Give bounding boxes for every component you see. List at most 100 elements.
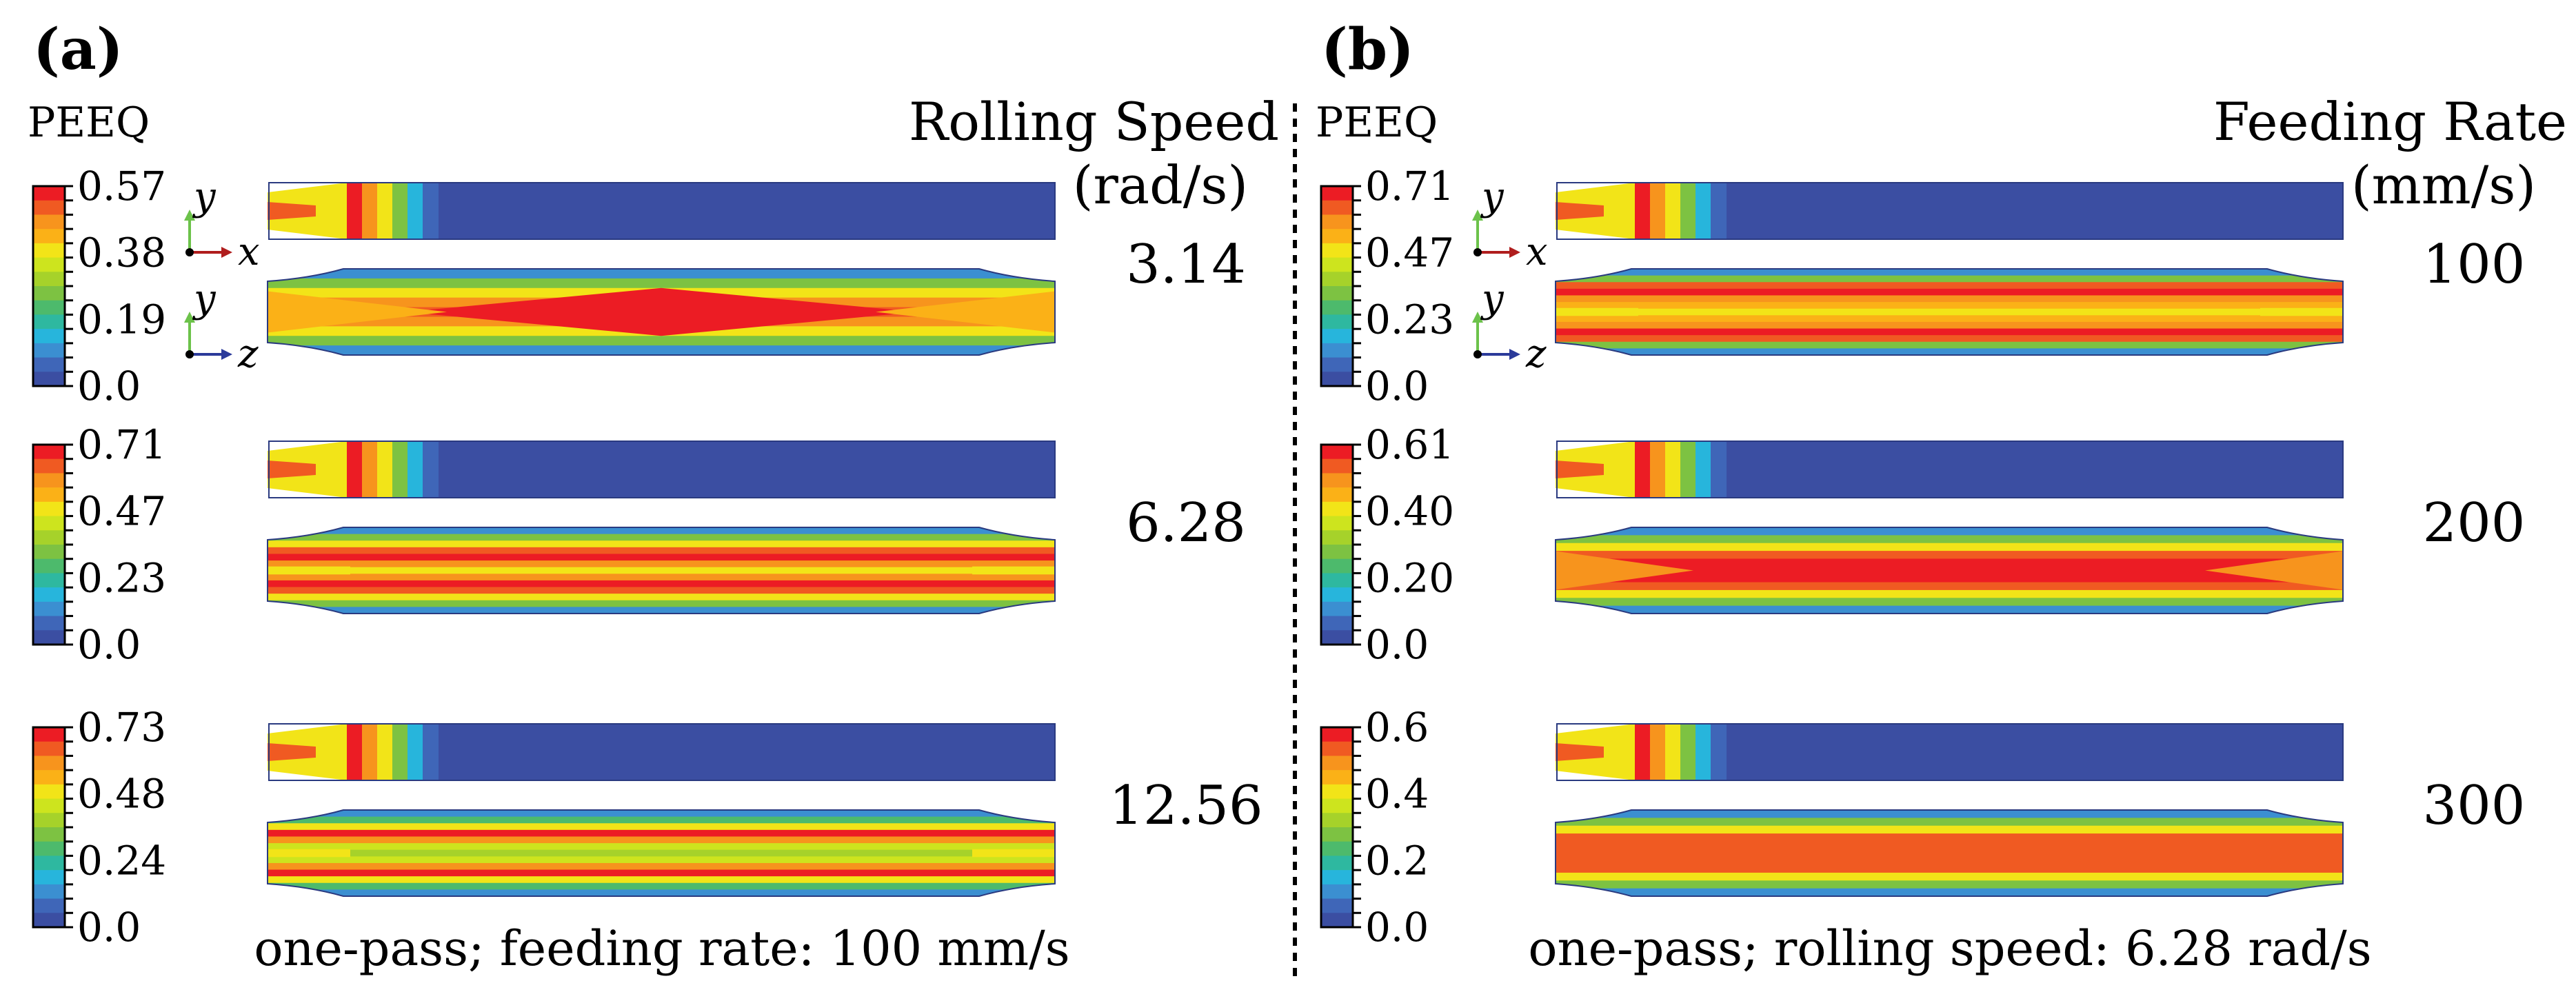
colorbar-segment xyxy=(33,587,65,603)
colorbar-tick-label: 0.0 xyxy=(1365,904,1429,951)
colorbar-segment xyxy=(1321,756,1353,771)
side-view-layer xyxy=(268,836,1055,844)
colorbar-segment xyxy=(33,870,65,885)
top-view-outline xyxy=(1556,441,2344,498)
side-view-layer xyxy=(1556,308,2343,316)
colorbar-tick-label: 0.24 xyxy=(77,837,166,884)
top-view-band xyxy=(1635,441,1651,498)
colorbar-segment xyxy=(1321,272,1353,287)
side-view-layer xyxy=(1556,574,2343,583)
parameter-value: 200 xyxy=(2423,492,2526,554)
side-view-outline xyxy=(267,527,1056,614)
colorbar-tick-label: 0.6 xyxy=(1365,704,1429,751)
colorbar-tick-label: 0.57 xyxy=(77,163,166,210)
colorbar-segment xyxy=(33,601,65,617)
top-view-tip-core xyxy=(268,460,316,478)
side-view-layer xyxy=(268,600,1055,608)
colorbar-segment xyxy=(1321,727,1353,742)
colorbar-segment xyxy=(1321,573,1353,588)
top-view-tip-core xyxy=(268,743,316,761)
side-view-layer xyxy=(1556,810,2343,819)
side-view-layer xyxy=(1556,857,2343,866)
top-view-band xyxy=(377,724,393,780)
colorbar-segment xyxy=(1321,616,1353,631)
axis-y-label: y xyxy=(1480,276,1505,321)
result-row: 0.61 0.40 0.20 0.0 200 xyxy=(1320,421,2526,668)
axis-y-arrowhead xyxy=(184,210,195,221)
side-view-layer xyxy=(268,336,1055,347)
colorbar-segment xyxy=(1321,501,1353,517)
side-view-layer xyxy=(268,278,1055,289)
top-view-band xyxy=(362,183,378,239)
top-view-band xyxy=(1711,183,1727,239)
axis-x-label: x xyxy=(238,230,260,274)
colorbar-segment xyxy=(1321,214,1353,230)
colorbar-tick-label: 0.40 xyxy=(1365,488,1454,535)
top-view-band xyxy=(377,441,393,498)
top-view-band xyxy=(1650,441,1666,498)
side-view-layer xyxy=(1556,582,2343,591)
side-view-layer xyxy=(1556,321,2343,330)
result-row: 0.71 0.47 0.23 0.0 100 xyxy=(1320,163,2525,409)
side-view-layer xyxy=(1556,269,2343,276)
colorbar-segment xyxy=(1321,458,1353,474)
side-view-layer xyxy=(1556,818,2343,827)
side-view-layer xyxy=(268,810,1055,818)
top-view-body xyxy=(1726,183,2343,239)
side-view-outline xyxy=(1555,809,2344,897)
side-view-layer xyxy=(1556,275,2343,283)
side-view-layer xyxy=(1556,872,2343,882)
legend-title: PEEQ xyxy=(28,99,150,147)
colorbar-segment xyxy=(1321,841,1353,857)
colorbar-segment xyxy=(1321,530,1353,545)
colorbar-segment xyxy=(1321,770,1353,785)
colorbar-segment xyxy=(1321,200,1353,216)
colorbar-segment xyxy=(33,856,65,871)
side-view-end-band xyxy=(268,566,350,575)
top-view-band xyxy=(1635,724,1651,780)
top-view-outline xyxy=(268,182,1056,240)
axis-y-arrowhead xyxy=(184,312,195,323)
colorbar-segment xyxy=(33,214,65,230)
side-view-layer xyxy=(1556,598,2343,607)
colorbar-tick-label: 0.47 xyxy=(77,488,166,535)
top-view-tip-core xyxy=(1556,202,1604,220)
colorbar-segment xyxy=(1321,300,1353,316)
colorbar-segment xyxy=(33,813,65,828)
colorbar-tick-label: 0.0 xyxy=(77,904,141,951)
side-view-layer xyxy=(268,567,1055,575)
side-view-layer xyxy=(268,345,1055,355)
colorbar-tick-label: 0.0 xyxy=(77,363,141,409)
side-view-layer xyxy=(1556,288,2343,296)
colorbar-segment xyxy=(33,827,65,842)
colorbar-segment xyxy=(33,630,65,645)
colorbar-segment xyxy=(1321,516,1353,531)
parameter-value: 6.28 xyxy=(1126,492,1246,554)
colorbar-tick-label: 0.4 xyxy=(1365,771,1429,818)
top-view-band xyxy=(423,724,439,780)
side-view-layer xyxy=(268,607,1055,614)
top-view-outline xyxy=(268,441,1056,498)
top-view-band xyxy=(362,441,378,498)
side-view-end-wedge xyxy=(2205,551,2343,590)
colorbar-tick-label: 0.73 xyxy=(77,704,166,751)
top-view-outline xyxy=(268,723,1056,781)
colorbar-segment xyxy=(1321,856,1353,871)
colorbar-segment xyxy=(33,884,65,900)
side-view-layer xyxy=(1556,335,2343,343)
side-view-outline xyxy=(267,809,1056,897)
side-view-layer xyxy=(1556,551,2343,560)
side-view-layer xyxy=(1556,282,2343,290)
colorbar-segment xyxy=(1321,286,1353,301)
top-view-band xyxy=(392,724,408,780)
parameter-value: 300 xyxy=(2423,775,2526,837)
side-view-layer xyxy=(268,829,1055,838)
colorbar-segment xyxy=(33,756,65,771)
axis-origin xyxy=(185,350,194,358)
colorbar-tick-label: 0.20 xyxy=(1365,554,1454,601)
colorbar-tick-label: 0.23 xyxy=(1365,296,1454,343)
top-view-band xyxy=(1680,724,1696,780)
top-view-body xyxy=(438,441,1055,498)
colorbar-segment xyxy=(33,329,65,344)
